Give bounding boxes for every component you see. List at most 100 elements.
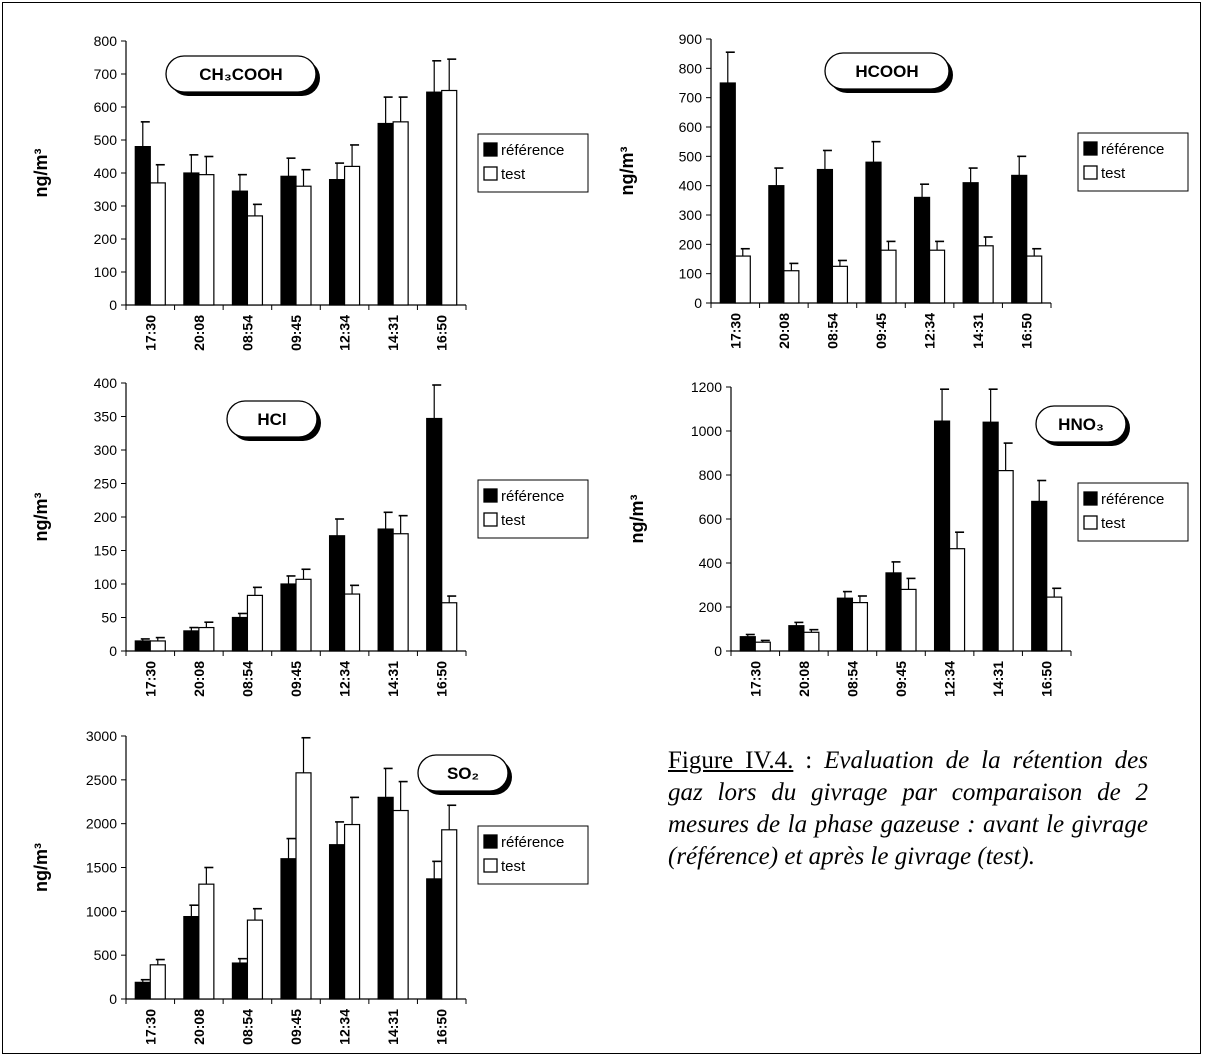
chart-title: HNO₃ xyxy=(1058,415,1104,434)
y-tick-label: 1000 xyxy=(86,903,117,919)
bar-reference xyxy=(328,179,346,306)
bar-reference xyxy=(426,91,443,306)
bar-reference xyxy=(426,417,443,652)
bar-test xyxy=(198,626,215,652)
bar-reference xyxy=(183,915,200,1000)
y-tick-label: 200 xyxy=(679,236,703,252)
y-tick-label: 1200 xyxy=(691,379,722,395)
bar-test xyxy=(734,255,751,304)
bar-test xyxy=(392,809,409,1000)
bar-reference xyxy=(788,625,805,652)
y-axis-title: ng/m³ xyxy=(617,147,637,196)
x-tick-label: 17:30 xyxy=(142,661,158,697)
y-tick-label: 800 xyxy=(94,33,118,49)
bar-test xyxy=(295,185,312,306)
bar-test xyxy=(851,601,869,652)
x-tick-label: 08:54 xyxy=(239,661,255,697)
bar-test xyxy=(1026,255,1043,304)
x-tick-label: 17:30 xyxy=(727,313,743,349)
y-tick-label: 2000 xyxy=(86,816,117,832)
bar-test xyxy=(900,588,917,652)
y-tick-label: 500 xyxy=(94,947,118,963)
legend-label-test: test xyxy=(1101,165,1126,182)
bar-reference xyxy=(183,630,200,652)
legend-swatch-test xyxy=(1083,515,1098,530)
chart-panel-5: 0 500 1000 1500 2000 2500 3000 17:30 20:08 08:54 0… xyxy=(31,728,589,1045)
y-tick-label: 200 xyxy=(94,509,118,525)
x-tick-label: 14:31 xyxy=(970,313,986,349)
y-tick-label: 900 xyxy=(679,31,703,47)
legend-label-reference: référence xyxy=(1101,141,1164,158)
bar-test xyxy=(441,89,458,306)
caption-label: Figure IV.4. xyxy=(668,747,794,774)
bar-reference xyxy=(231,616,249,652)
chart-title: SO₂ xyxy=(447,764,479,783)
x-tick-label: 08:54 xyxy=(824,313,840,349)
y-tick-label: 300 xyxy=(94,198,118,214)
bar-test xyxy=(1046,596,1063,652)
title-pill xyxy=(1035,405,1127,443)
y-axis-title: ng/m³ xyxy=(31,149,51,198)
x-tick-label: 17:30 xyxy=(142,315,158,351)
y-tick-label: 2500 xyxy=(86,772,117,788)
bar-test xyxy=(831,265,849,304)
x-tick-label: 16:50 xyxy=(434,315,450,351)
bar-test xyxy=(803,631,820,652)
legend-swatch-test xyxy=(1083,165,1098,180)
chart-title: CH₃COOH xyxy=(199,65,282,84)
y-tick-label: 400 xyxy=(699,555,723,571)
y-tick-label: 1000 xyxy=(691,423,722,439)
legend-label-test: test xyxy=(1101,515,1126,532)
bar-test xyxy=(783,270,800,304)
chart-panel-2: 0 100 200 300 400 500 600 700 800 900 17:30 20:08 08… xyxy=(617,31,1189,349)
x-tick-label: 09:45 xyxy=(288,315,304,351)
x-tick-label: 08:54 xyxy=(844,661,860,697)
bar-test xyxy=(754,641,771,652)
y-tick-label: 350 xyxy=(94,409,118,425)
caption-separator: : xyxy=(793,747,825,774)
bar-test xyxy=(246,215,264,306)
bar-test xyxy=(343,823,361,1000)
x-tick-label: 20:08 xyxy=(191,315,207,351)
x-tick-label: 12:34 xyxy=(337,315,353,351)
bar-test xyxy=(295,578,312,652)
x-tick-label: 14:31 xyxy=(990,661,1006,697)
y-tick-label: 100 xyxy=(94,576,118,592)
bar-test xyxy=(392,533,409,652)
y-tick-label: 0 xyxy=(109,643,117,659)
bar-reference xyxy=(1011,174,1028,304)
x-tick-label: 14:31 xyxy=(385,315,401,351)
y-tick-label: 3000 xyxy=(86,728,117,744)
chart-title: HCl xyxy=(257,410,286,429)
bar-test xyxy=(997,470,1014,652)
legend-label-test: test xyxy=(501,166,526,183)
bar-reference xyxy=(280,175,297,306)
y-tick-label: 0 xyxy=(109,991,117,1007)
x-tick-label: 12:34 xyxy=(337,1009,353,1045)
y-tick-label: 600 xyxy=(699,511,723,527)
y-tick-label: 400 xyxy=(94,375,118,391)
y-tick-label: 200 xyxy=(699,599,723,615)
bar-test xyxy=(246,919,264,1000)
title-pill xyxy=(417,754,509,792)
bar-reference xyxy=(933,420,951,652)
bar-reference xyxy=(865,161,882,304)
bar-reference xyxy=(231,190,249,306)
y-tick-label: 300 xyxy=(94,442,118,458)
bar-test xyxy=(948,548,966,652)
bar-reference xyxy=(885,572,902,652)
x-tick-label: 12:34 xyxy=(337,661,353,697)
chart-panel-1: 0 100 200 300 400 500 600 700 800 17:30 20:08 08:54… xyxy=(31,33,589,351)
title-pill xyxy=(165,55,317,93)
bar-reference xyxy=(328,535,346,652)
y-tick-label: 1500 xyxy=(86,860,117,876)
y-tick-label: 200 xyxy=(94,231,118,247)
bar-reference xyxy=(739,636,756,652)
bar-test xyxy=(392,121,409,306)
chart-title: HCOOH xyxy=(855,62,918,81)
bar-reference xyxy=(280,583,297,652)
legend-swatch-test xyxy=(483,166,498,181)
legend-label-reference: référence xyxy=(1101,491,1164,508)
y-tick-label: 0 xyxy=(694,295,702,311)
